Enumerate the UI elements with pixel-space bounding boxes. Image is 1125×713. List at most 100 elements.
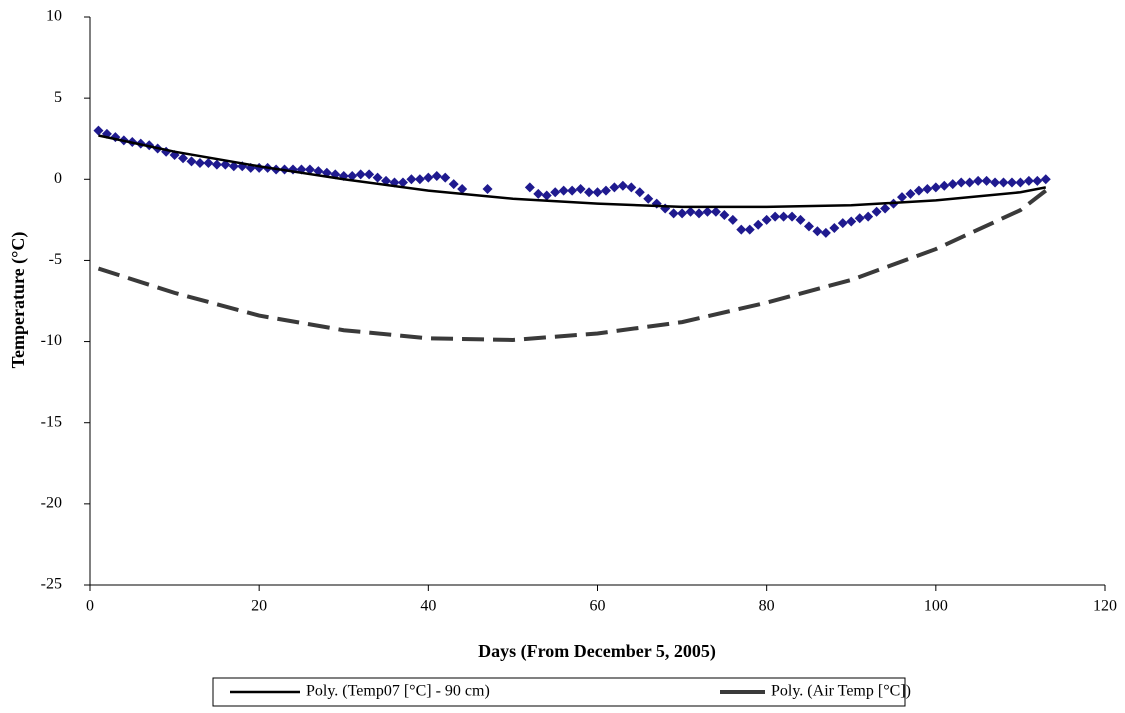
data-point xyxy=(702,206,713,217)
data-point xyxy=(694,208,704,219)
x-tick-label: 80 xyxy=(759,598,775,615)
x-tick-label: 60 xyxy=(590,598,606,615)
data-point xyxy=(964,177,975,188)
data-point xyxy=(347,171,358,182)
y-tick-label: -15 xyxy=(41,413,62,430)
y-tick-label: -25 xyxy=(41,576,62,593)
data-point xyxy=(203,158,214,169)
data-point xyxy=(541,190,552,201)
data-point xyxy=(854,213,865,224)
data-point xyxy=(1032,175,1043,186)
data-point xyxy=(220,159,231,170)
data-point xyxy=(778,211,789,222)
data-point xyxy=(846,216,857,227)
data-point xyxy=(820,227,831,238)
data-point xyxy=(575,184,586,195)
data-point xyxy=(990,177,1001,188)
data-point xyxy=(626,182,637,193)
data-point xyxy=(440,172,451,183)
data-point xyxy=(710,206,721,217)
legend-box xyxy=(212,677,906,707)
data-point xyxy=(397,177,408,188)
data-point xyxy=(533,188,544,199)
y-tick-label: -20 xyxy=(41,495,62,512)
y-tick-label: 0 xyxy=(54,170,62,187)
data-point xyxy=(372,172,383,183)
data-point xyxy=(228,161,239,172)
data-point xyxy=(482,184,493,195)
data-point xyxy=(1040,174,1051,185)
data-point xyxy=(617,180,628,191)
y-tick-label: 10 xyxy=(46,8,62,25)
data-point xyxy=(567,185,578,196)
data-point xyxy=(905,188,916,199)
data-point xyxy=(304,164,315,175)
data-point xyxy=(448,179,459,190)
data-point xyxy=(1015,177,1026,188)
data-point xyxy=(1006,177,1017,188)
data-point xyxy=(837,218,848,229)
data-point xyxy=(93,125,104,136)
data-point xyxy=(668,208,679,219)
data-point xyxy=(584,187,595,198)
x-tick-label: 40 xyxy=(420,598,436,615)
x-tick-label: 0 xyxy=(86,598,94,615)
data-point xyxy=(956,177,967,188)
data-point xyxy=(178,153,189,164)
data-point xyxy=(753,219,764,230)
data-point xyxy=(643,193,654,204)
data-point xyxy=(981,175,992,186)
data-point xyxy=(431,171,442,182)
data-point xyxy=(186,156,197,167)
data-point xyxy=(787,211,798,222)
y-axis-title: Temperature (°C) xyxy=(8,232,29,369)
data-point xyxy=(423,172,434,183)
data-point xyxy=(880,203,891,214)
data-point xyxy=(922,184,933,195)
data-point xyxy=(592,187,603,198)
data-point xyxy=(677,208,688,219)
data-point xyxy=(770,211,781,222)
data-point xyxy=(930,182,941,193)
data-point xyxy=(871,206,882,217)
data-point xyxy=(457,184,468,195)
y-tick-label: -5 xyxy=(49,251,62,268)
y-tick-label: 5 xyxy=(54,89,62,106)
data-point xyxy=(829,222,840,233)
data-point xyxy=(795,214,806,225)
data-point xyxy=(211,159,222,170)
data-point xyxy=(313,166,324,177)
data-point xyxy=(194,158,205,169)
y-tick-label: -10 xyxy=(41,332,62,349)
trend-line xyxy=(97,189,1048,342)
data-point xyxy=(558,185,569,196)
data-point xyxy=(524,182,535,193)
data-point xyxy=(863,211,874,222)
data-point xyxy=(719,209,730,220)
x-axis-title: Days (From December 5, 2005) xyxy=(478,641,716,662)
x-tick-label: 120 xyxy=(1093,598,1117,615)
data-point xyxy=(355,169,366,180)
x-tick-label: 20 xyxy=(251,598,267,615)
legend-label: Poly. (Temp07 [°C] - 90 cm) xyxy=(306,683,490,700)
data-point xyxy=(414,174,425,185)
data-point xyxy=(634,187,645,198)
data-point xyxy=(947,179,958,190)
data-point xyxy=(1023,175,1034,186)
data-point xyxy=(744,224,755,235)
trend-line xyxy=(98,134,1047,209)
data-point xyxy=(727,214,738,225)
x-tick-label: 100 xyxy=(924,598,948,615)
legend-label: Poly. (Air Temp [°C]) xyxy=(771,683,911,700)
data-point xyxy=(550,187,561,198)
data-point xyxy=(913,185,924,196)
data-point xyxy=(685,206,696,217)
data-point xyxy=(609,182,620,193)
data-point xyxy=(998,177,1009,188)
data-point xyxy=(364,169,375,180)
data-point xyxy=(897,192,907,203)
data-point xyxy=(600,185,611,196)
data-point xyxy=(736,224,747,235)
data-point xyxy=(973,175,984,186)
